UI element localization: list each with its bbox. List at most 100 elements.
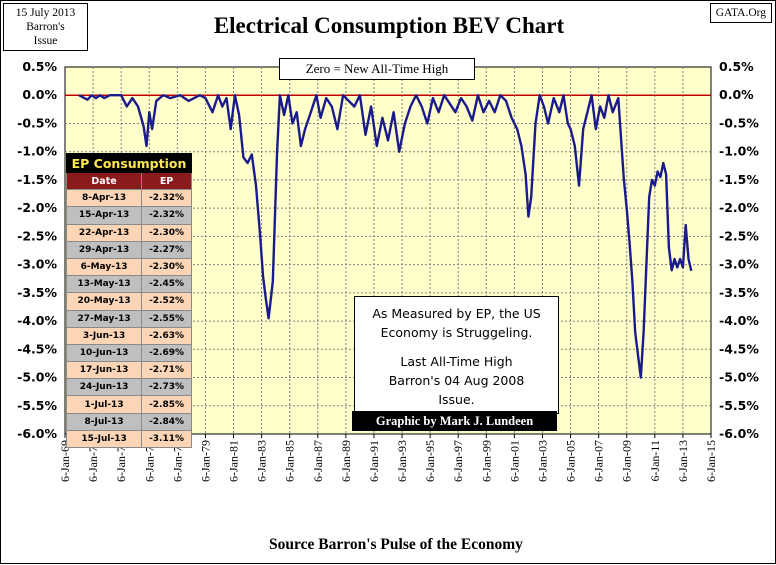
ep-table-row: 8-Jul-13 -2.84% [65, 412, 192, 431]
y-tick-label-right: -2.0% [719, 200, 759, 215]
ep-value-cell: -3.11% [141, 429, 192, 449]
ep-value-cell: -2.73% [141, 378, 192, 397]
ep-date-cell: 15-Jul-13 [65, 429, 143, 449]
x-tick-label: 6-Jan-87 [311, 440, 325, 482]
ep-value-cell: -2.32% [141, 189, 192, 208]
x-tick-label: 6-Jan-95 [423, 440, 437, 482]
y-tick-label-right: -1.0% [719, 144, 759, 159]
y-tick-label-right: 0.0% [719, 87, 754, 102]
issue-date: 15 July 2013 [15, 7, 76, 19]
note-line-2: Economy is Struggeling. [380, 325, 533, 340]
ep-col-ep-header: EP [141, 171, 192, 191]
y-tick-label-left: -0.5% [17, 115, 57, 130]
y-tick-label-left: -4.5% [17, 341, 57, 356]
x-tick-label: 6-Jan-85 [283, 440, 297, 482]
x-tick-label: 6-Jan-03 [535, 440, 549, 482]
x-tick-label: 6-Jan-11 [648, 440, 662, 482]
y-tick-label-right: -4.0% [719, 313, 759, 328]
issue-date-box: 15 July 2013 Barron's Issue [3, 3, 88, 51]
chart-title: Electrical Consumption BEV Chart [213, 13, 565, 38]
ep-table-row: 6-May-13 -2.30% [65, 257, 192, 277]
ep-value-cell: -2.30% [141, 257, 192, 277]
x-tick-label: 6-Jan-83 [255, 440, 269, 482]
y-tick-label-left: -3.0% [17, 257, 57, 272]
ep-date-cell: 1-Jul-13 [65, 395, 143, 414]
gata-label: GATA.Org [715, 7, 766, 19]
y-tick-label-right: -4.5% [719, 341, 759, 356]
ep-date-cell: 13-May-13 [65, 275, 143, 294]
x-tick-label: 6-Jan-07 [592, 440, 606, 482]
ep-date-cell: 29-Apr-13 [65, 240, 143, 259]
ep-value-cell: -2.85% [141, 395, 192, 414]
ep-table-row: 13-May-13 -2.45% [65, 275, 192, 294]
x-tick-label: 6-Jan-15 [704, 440, 718, 482]
ep-value-cell: -2.30% [141, 223, 192, 242]
y-tick-label-left: 0.5% [22, 59, 57, 74]
ep-table-row: 15-Jul-13 -3.11% [65, 429, 192, 449]
issue-label: Issue [33, 35, 58, 47]
y-tick-label-right: -0.5% [719, 115, 759, 130]
x-axis-source-label: Source Barron's Pulse of the Economy [269, 536, 523, 553]
ep-table-row: 15-Apr-13 -2.32% [65, 206, 192, 225]
y-tick-label-left: -1.5% [17, 172, 57, 187]
ep-value-cell: -2.71% [141, 361, 192, 380]
x-tick-label: 6-Jan-77 [170, 440, 184, 482]
x-tick-label: 6-Jan-71 [86, 440, 100, 482]
y-tick-label-left: -6.0% [17, 426, 57, 441]
ep-consumption-table: EP Consumption Date EP 8-Apr-13 -2.32% 15-… [65, 153, 192, 449]
y-tick-label-left: -2.0% [17, 200, 57, 215]
gata-label-box: GATA.Org [709, 3, 772, 23]
ep-value-cell: -2.27% [141, 240, 192, 259]
x-tick-label: 6-Jan-73 [114, 440, 128, 482]
ep-date-cell: 10-Jun-13 [65, 343, 143, 363]
x-tick-label: 6-Jan-89 [339, 440, 353, 482]
y-tick-label-left: -4.0% [17, 313, 57, 328]
ep-table-row: 10-Jun-13 -2.69% [65, 343, 192, 363]
ep-table-row: 8-Apr-13 -2.32% [65, 189, 192, 208]
ep-table-row: 17-Jun-13 -2.71% [65, 361, 192, 380]
ep-col-date-header: Date [65, 171, 143, 191]
ep-date-cell: 22-Apr-13 [65, 223, 143, 242]
x-tick-label: 6-Jan-05 [564, 440, 578, 482]
ep-value-cell: -2.84% [141, 412, 192, 431]
ep-table-row: 1-Jul-13 -2.85% [65, 395, 192, 414]
ep-date-cell: 6-May-13 [65, 257, 143, 277]
x-tick-label: 6-Jan-91 [367, 440, 381, 482]
x-tick-label: 6-Jan-01 [507, 440, 521, 482]
ep-date-cell: 8-Jul-13 [65, 412, 143, 431]
ep-value-cell: -2.69% [141, 343, 192, 363]
x-tick-label: 6-Jan-93 [395, 440, 409, 482]
ep-consumption-line [78, 94, 693, 379]
x-tick-label: 6-Jan-99 [479, 440, 493, 482]
y-tick-label-right: -5.0% [719, 370, 759, 385]
y-tick-label-right: -5.5% [719, 398, 759, 413]
x-tick-label: 6-Jan-97 [451, 440, 465, 482]
y-tick-label-right: -6.0% [719, 426, 759, 441]
zero-line-note: Zero = New All-Time High [279, 58, 475, 80]
y-tick-label-left: -5.5% [17, 398, 57, 413]
ep-table-row: 22-Apr-13 -2.30% [65, 223, 192, 242]
note-line-1: As Measured by EP, the US [372, 306, 541, 321]
ep-table-title: EP Consumption [66, 153, 192, 173]
economy-note-box: As Measured by EP, the US Economy is Str… [354, 296, 559, 414]
graphic-credit: Graphic by Mark J. Lundeen [352, 411, 557, 431]
ep-table-row: 3-Jun-13 -2.63% [65, 326, 192, 345]
y-tick-label-right: 0.5% [719, 59, 754, 74]
ep-value-cell: -2.63% [141, 326, 192, 345]
ep-table-row: 29-Apr-13 -2.27% [65, 240, 192, 259]
ep-date-cell: 20-May-13 [65, 292, 143, 311]
ep-date-cell: 24-Jun-13 [65, 378, 143, 397]
ep-table-row: 27-May-13 -2.55% [65, 309, 192, 328]
x-tick-label: 6-Jan-79 [198, 440, 212, 482]
y-tick-label-left: -3.5% [17, 285, 57, 300]
y-tick-label-left: 0.0% [22, 87, 57, 102]
y-tick-label-left: -1.0% [17, 144, 57, 159]
ep-date-cell: 15-Apr-13 [65, 206, 143, 225]
note-line-4: Barron's 04 Aug 2008 [388, 373, 525, 388]
x-tick-label: 6-Jan-09 [620, 440, 634, 482]
y-tick-label-right: -2.5% [719, 228, 759, 243]
x-tick-label: 6-Jan-81 [227, 440, 241, 482]
y-tick-label-left: -2.5% [17, 228, 57, 243]
note-line-5: Issue. [438, 392, 475, 407]
